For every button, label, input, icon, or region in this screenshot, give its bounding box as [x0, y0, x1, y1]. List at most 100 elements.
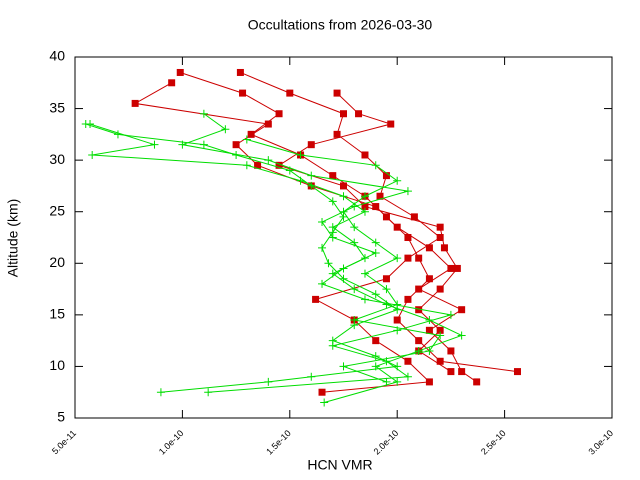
- point: [382, 172, 390, 180]
- point: [178, 140, 187, 149]
- x-tick-label: 2.0e-10: [372, 428, 401, 457]
- point: [436, 234, 444, 241]
- point: [307, 141, 315, 149]
- point: [404, 234, 412, 241]
- point: [360, 295, 369, 304]
- point: [264, 120, 272, 128]
- point: [436, 331, 445, 340]
- point: [371, 248, 380, 257]
- point: [360, 192, 369, 201]
- point: [199, 140, 208, 149]
- point: [320, 398, 329, 407]
- point: [458, 368, 466, 376]
- point: [403, 372, 412, 381]
- point: [371, 161, 380, 170]
- point: [393, 223, 401, 231]
- point: [393, 176, 402, 185]
- point: [458, 306, 466, 314]
- point: [339, 264, 348, 273]
- point: [312, 295, 320, 303]
- point: [425, 346, 434, 355]
- point: [340, 110, 347, 118]
- point: [254, 161, 262, 169]
- point: [242, 161, 251, 170]
- point: [453, 264, 461, 272]
- point: [333, 89, 341, 97]
- point: [410, 213, 418, 221]
- x-tick-label: 1.5e-10: [264, 428, 293, 457]
- point: [264, 377, 273, 386]
- x-tick-label: 1.0e-10: [157, 428, 186, 457]
- point: [232, 141, 240, 149]
- point: [361, 151, 369, 159]
- point: [360, 269, 369, 278]
- point: [415, 254, 423, 262]
- point: [286, 89, 294, 97]
- point: [318, 243, 327, 252]
- point: [296, 176, 305, 185]
- profile-line: [180, 71, 518, 373]
- point: [247, 130, 255, 138]
- x-tick-label: 3.0e-10: [586, 428, 615, 457]
- point: [355, 110, 363, 118]
- point: [403, 187, 412, 196]
- point: [382, 300, 391, 309]
- y-tick-label: 20: [49, 254, 65, 270]
- point: [350, 316, 359, 325]
- point: [415, 306, 423, 314]
- point: [333, 130, 341, 138]
- point: [328, 233, 337, 242]
- plot-border: [74, 56, 613, 419]
- point: [457, 331, 466, 340]
- point: [393, 377, 402, 386]
- point: [415, 285, 423, 293]
- point: [328, 341, 337, 350]
- point: [447, 368, 455, 376]
- point: [393, 254, 402, 263]
- point: [275, 110, 283, 118]
- point: [436, 357, 444, 365]
- point: [328, 197, 337, 206]
- point: [360, 207, 369, 216]
- point: [339, 192, 348, 201]
- point: [296, 150, 305, 159]
- point: [436, 285, 444, 293]
- y-tick-label: 25: [49, 202, 65, 218]
- point: [473, 378, 481, 386]
- point: [436, 223, 444, 231]
- point: [307, 372, 316, 381]
- y-tick-label: 15: [49, 306, 65, 322]
- profile-line: [85, 123, 399, 393]
- point: [382, 275, 390, 283]
- point: [199, 109, 208, 118]
- point: [318, 218, 327, 227]
- point: [340, 182, 347, 190]
- point: [318, 279, 327, 288]
- point: [371, 290, 380, 299]
- x-tick-label: 2.5e-10: [479, 428, 508, 457]
- point: [371, 352, 380, 361]
- point: [382, 377, 391, 386]
- point: [88, 150, 97, 159]
- point: [376, 192, 384, 200]
- point: [371, 362, 380, 371]
- point: [239, 89, 247, 97]
- point: [414, 346, 423, 355]
- point: [204, 388, 213, 397]
- point: [371, 238, 380, 247]
- point: [436, 326, 444, 334]
- point: [324, 259, 333, 268]
- chart-title: Occultations from 2026-03-30: [248, 17, 433, 33]
- point: [425, 275, 433, 283]
- point: [328, 223, 337, 232]
- point: [447, 347, 455, 355]
- point: [339, 207, 348, 216]
- point: [425, 378, 433, 386]
- profile-line: [180, 113, 452, 393]
- point: [275, 161, 283, 169]
- point: [236, 68, 244, 76]
- point: [372, 203, 380, 211]
- y-tick-label: 30: [49, 151, 65, 167]
- point: [176, 68, 184, 76]
